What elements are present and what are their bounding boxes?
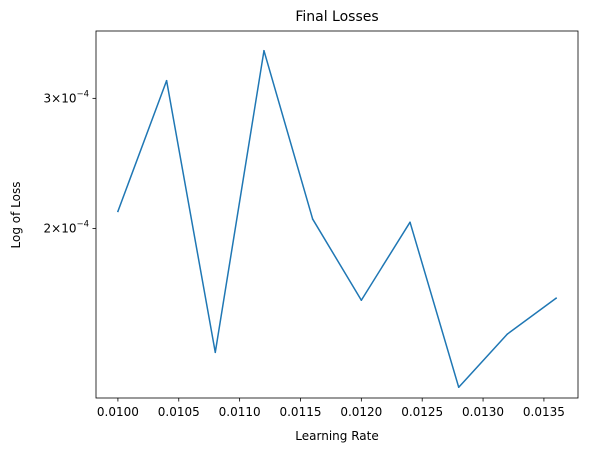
chart-title: Final Losses	[295, 9, 378, 25]
series-line	[116, 49, 558, 389]
y-axis-label: Log of Loss	[9, 182, 23, 249]
x-tick-label: 0.0105	[158, 405, 200, 419]
data-point	[214, 351, 217, 354]
data-point	[409, 221, 411, 223]
data-point	[263, 49, 265, 52]
plot-background	[96, 31, 578, 398]
x-tick-label: 0.0120	[340, 405, 382, 419]
data-point	[457, 386, 460, 389]
axes-layer: 0.0100 0.0105 0.0110 0.0115 0.0120 0.0125 0.01…	[44, 30, 579, 419]
x-axis-label: Learning Rate	[295, 429, 378, 443]
y-tick-label: 3×10−4	[44, 89, 90, 105]
data-point	[311, 218, 314, 220]
data-point	[117, 210, 119, 213]
x-tick-label: 0.0115	[279, 405, 321, 419]
x-tick-label: 0.0125	[401, 405, 443, 419]
data-point	[165, 79, 168, 82]
data-point	[360, 299, 363, 301]
data-point	[555, 297, 557, 299]
x-tick-label: 0.0130	[462, 405, 504, 419]
y-tick-label: 2×10−4	[44, 220, 90, 236]
x-tick-label: 0.0110	[219, 405, 261, 419]
x-tick-label: 0.0135	[523, 405, 565, 419]
x-tick-label: 0.0100	[97, 405, 139, 419]
data-point	[506, 333, 509, 335]
plot-area	[96, 31, 578, 398]
plot-frame	[95, 30, 579, 399]
series-layer	[116, 49, 558, 389]
